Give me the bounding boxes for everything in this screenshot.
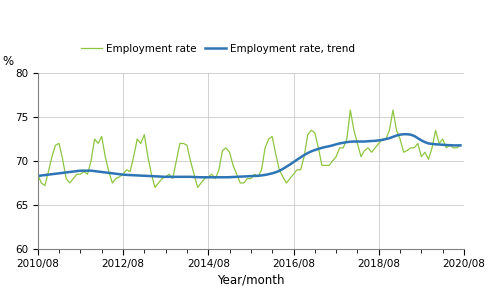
Employment rate: [124, 168, 130, 172]
Employment rate: [376, 142, 382, 145]
Y-axis label: %: %: [2, 55, 13, 68]
Employment rate: [148, 173, 154, 176]
Employment rate: [450, 146, 456, 150]
Legend: Employment rate, Employment rate, trend: Employment rate, Employment rate, trend: [77, 40, 359, 58]
Employment rate: [348, 108, 354, 112]
Line: Employment rate: Employment rate: [38, 110, 461, 187]
Employment rate, trend: [148, 174, 154, 178]
Employment rate: [35, 173, 41, 176]
X-axis label: Year/month: Year/month: [217, 273, 285, 286]
Employment rate, trend: [458, 144, 464, 147]
Employment rate, trend: [198, 175, 204, 179]
Employment rate, trend: [401, 133, 407, 136]
Line: Employment rate, trend: Employment rate, trend: [38, 134, 461, 177]
Employment rate, trend: [273, 171, 279, 174]
Employment rate, trend: [329, 144, 335, 147]
Employment rate, trend: [124, 173, 130, 177]
Employment rate, trend: [35, 174, 41, 178]
Employment rate, trend: [372, 139, 378, 142]
Employment rate: [458, 143, 464, 147]
Employment rate: [152, 186, 158, 189]
Employment rate, trend: [450, 144, 456, 147]
Employment rate: [329, 159, 335, 163]
Employment rate: [273, 152, 279, 156]
